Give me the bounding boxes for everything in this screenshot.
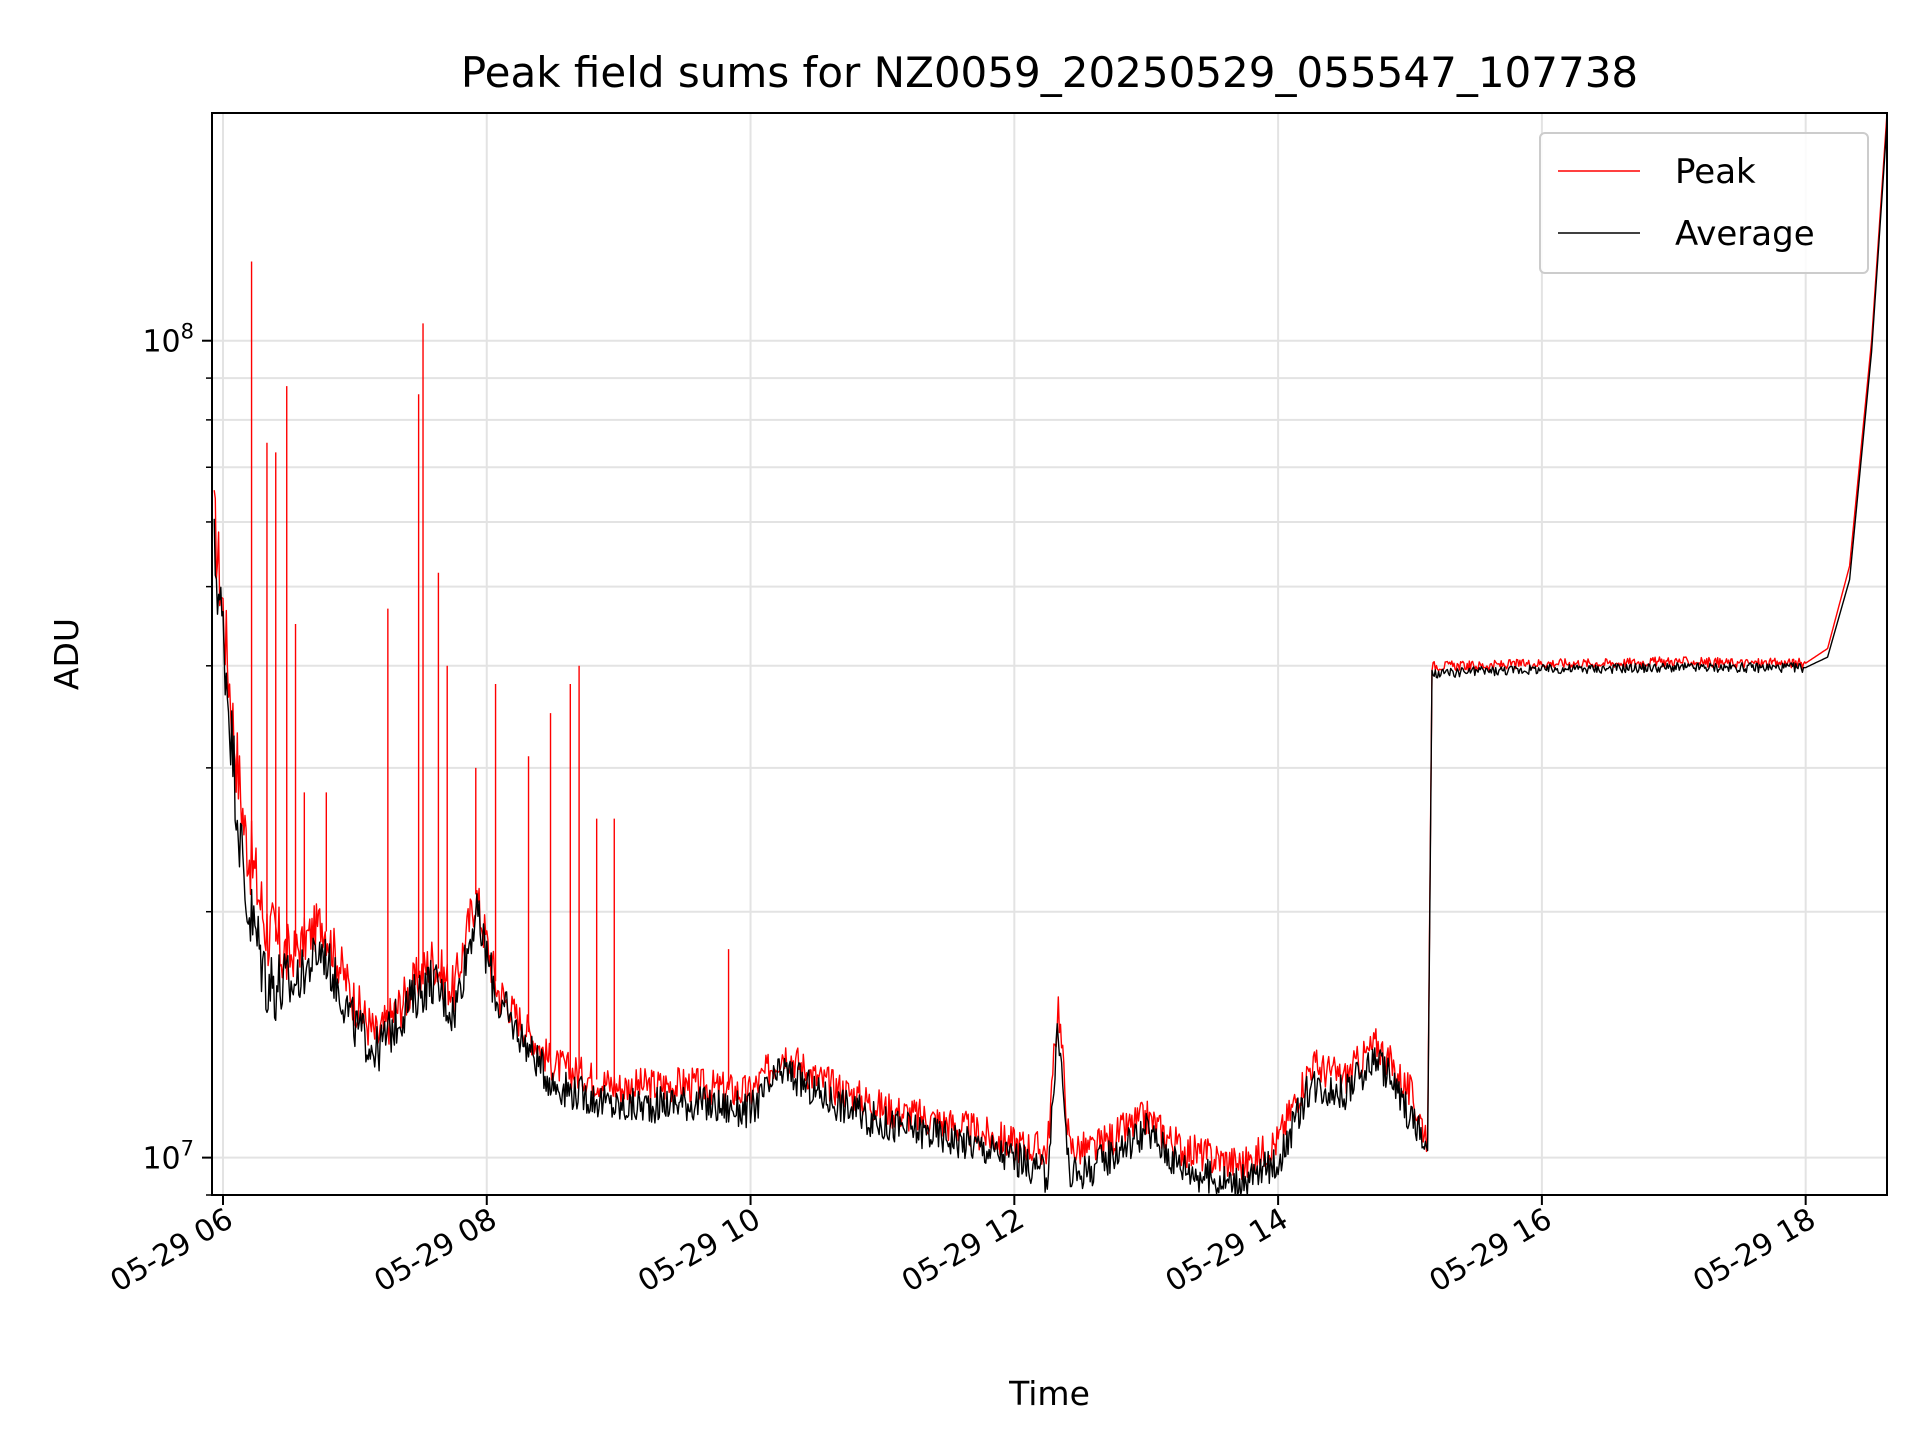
plot-frame xyxy=(211,112,1888,1196)
series-line-average xyxy=(213,122,1888,1196)
series-line-peak xyxy=(213,112,1888,1181)
y-axis: 107 108 xyxy=(142,320,212,1196)
legend-item-average: Average xyxy=(1558,214,1815,254)
legend-box xyxy=(1539,132,1869,274)
legend-item-peak: Peak xyxy=(1558,152,1756,192)
x-axis-title: Time xyxy=(1008,1374,1090,1413)
chart-title: Peak field sums for NZ0059_20250529_0555… xyxy=(461,48,1638,97)
series-peak xyxy=(213,112,1888,1181)
plot-area xyxy=(213,112,1888,1196)
y-axis-title: ADU xyxy=(47,618,86,690)
series-average xyxy=(213,122,1888,1196)
legend: Peak Average xyxy=(1539,132,1869,274)
legend-label: Average xyxy=(1675,214,1815,254)
y-tick-label: 107 xyxy=(142,1137,194,1177)
legend-label: Peak xyxy=(1675,152,1756,192)
y-tick-label: 108 xyxy=(142,320,194,360)
